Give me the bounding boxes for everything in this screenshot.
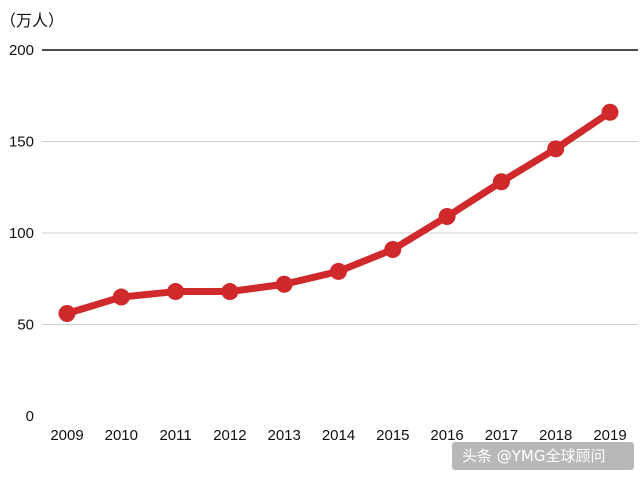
series-line <box>63 108 614 318</box>
x-tick-label: 2011 <box>159 427 191 444</box>
x-tick-label: 2016 <box>430 427 463 444</box>
watermark: 头条 @YMG全球顾问 <box>452 442 634 470</box>
watermark-backdrop <box>452 442 634 470</box>
y-tick-label: 100 <box>9 225 34 242</box>
x-tick-label: 2014 <box>322 427 355 444</box>
x-axis-ticks: 2009 2010 2011 2012 2013 2014 2015 2016 2017 2018… <box>50 427 626 444</box>
x-tick-label: 2015 <box>376 427 409 444</box>
y-tick-label: 0 <box>26 408 34 425</box>
x-tick-label: 2010 <box>105 427 138 444</box>
y-tick-label: 200 <box>9 42 34 59</box>
data-point-2019 <box>601 103 619 121</box>
x-tick-label: 2009 <box>50 427 83 444</box>
x-tick-label: 2019 <box>593 427 626 444</box>
x-tick-label: 2013 <box>268 427 301 444</box>
data-point-2012 <box>221 283 239 301</box>
x-tick-label: 2018 <box>539 427 572 444</box>
data-point-2011 <box>167 283 185 301</box>
data-point-2018 <box>547 140 565 158</box>
x-tick-label: 2012 <box>213 427 246 444</box>
data-point-2009 <box>58 305 76 323</box>
watermark-text: 头条 @YMG全球顾问 <box>462 447 606 465</box>
data-point-2013 <box>275 275 293 293</box>
series-group <box>58 103 619 323</box>
grid-lines <box>42 49 638 325</box>
y-tick-label: 50 <box>17 317 34 334</box>
y-tick-label: 150 <box>9 134 34 151</box>
unit-label: （万人） <box>0 11 64 30</box>
x-tick-label: 2017 <box>485 427 518 444</box>
data-point-2015 <box>384 240 402 258</box>
data-point-2010 <box>112 288 130 306</box>
data-point-2017 <box>492 173 510 191</box>
y-axis-ticks: 0 50 100 150 200 <box>9 42 34 425</box>
data-point-2014 <box>330 262 347 280</box>
data-point-2016 <box>438 208 456 226</box>
